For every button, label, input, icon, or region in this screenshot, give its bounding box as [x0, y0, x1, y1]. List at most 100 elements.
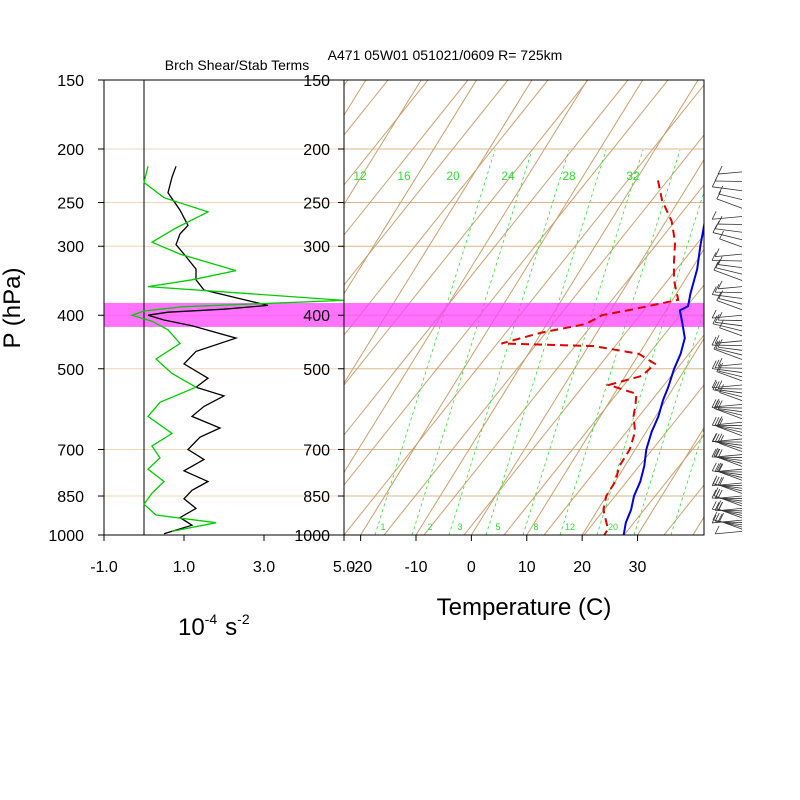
wind-barb-flag: [711, 501, 717, 510]
wind-barb: [712, 508, 743, 514]
wind-barb-flag: [715, 259, 721, 268]
left-y-tick-label: 300: [57, 239, 84, 256]
wind-barb-flag: [714, 314, 720, 323]
wind-barb-flag: [715, 488, 721, 498]
wind-barb-flag: [714, 381, 720, 390]
dry-adiabat-line: [744, 0, 800, 535]
wind-barb: [712, 440, 743, 449]
wind-barb-flag: [714, 448, 720, 458]
wind-barb-flag: [718, 362, 724, 372]
wind-barb-flag: [711, 211, 717, 220]
wind-barb-flag: [714, 335, 720, 344]
wind-barb: [718, 193, 743, 201]
wind-barb-flag: [713, 447, 719, 457]
wind-barb-flag: [717, 463, 723, 472]
mixing-ratio-line: [670, 427, 704, 535]
wind-barb: [716, 371, 743, 382]
wind-barb: [716, 426, 743, 437]
right-x-tick-label: 30: [629, 559, 647, 576]
wind-barb-flag: [716, 418, 722, 427]
wind-barb-flag: [714, 513, 720, 522]
wind-barb: [712, 438, 743, 443]
wind-barb: [718, 346, 743, 351]
mixing-ratio-label-bottom: 12: [565, 522, 575, 532]
dry-adiabat-line: [423, 184, 704, 535]
shear-term-line: [147, 166, 269, 535]
wind-barb: [718, 457, 743, 461]
wind-barb-flag: [718, 501, 724, 511]
wind-barb: [718, 264, 743, 269]
wind-barb: [715, 321, 743, 327]
isotherm-line: [581, 337, 704, 535]
wind-barb-flag: [711, 514, 717, 524]
mixing-ratio-label: 24: [501, 169, 515, 183]
wind-barb: [711, 260, 743, 262]
wind-barb-flag: [711, 379, 717, 388]
wind-barb-flag: [717, 489, 723, 499]
wind-barb: [718, 298, 743, 305]
wind-barb-flag: [719, 384, 724, 393]
mixing-ratio-line: [374, 149, 496, 535]
wind-barb-flag: [715, 340, 721, 349]
wind-barb-flag: [717, 400, 723, 409]
mixing-ratio-label-bottom: 8: [533, 522, 538, 532]
left-x-tick-label: 1.0: [173, 559, 195, 576]
right-y-tick-label: 400: [303, 308, 330, 325]
wind-barb-flag: [716, 292, 722, 301]
wind-barb-flag: [713, 340, 719, 350]
wind-barb-flag: [717, 165, 723, 175]
wind-barb: [712, 519, 743, 524]
right-y-tick-label: 150: [303, 73, 330, 90]
wind-barb: [716, 198, 743, 209]
wind-barb-flag: [711, 433, 717, 442]
dry-adiabat-line: [344, 80, 549, 336]
right-y-tick-label: 500: [303, 362, 330, 379]
left-y-tick-label: 500: [57, 362, 84, 379]
wind-barb-flag: [711, 286, 717, 295]
wind-barb: [713, 348, 743, 360]
wind-barb: [713, 495, 743, 507]
wind-barb-flag: [719, 230, 724, 240]
left-y-tick-label: 1000: [48, 528, 84, 545]
dry-adiabat-line: [703, 534, 704, 535]
right-y-tick-label: 250: [303, 196, 330, 213]
wind-barb-flag: [714, 502, 720, 511]
wind-barb: [713, 408, 743, 420]
mixing-ratio-label: 28: [562, 169, 576, 183]
wind-barb-flag: [713, 487, 719, 496]
wind-barb: [712, 323, 743, 332]
wind-barb: [716, 508, 743, 519]
isotherm-line: [692, 516, 704, 535]
dry-adiabat-line: [383, 134, 704, 535]
dry-adiabat-line: [784, 0, 800, 535]
right-y-tick-label: 1000: [294, 528, 330, 545]
wind-barb: [719, 392, 743, 401]
wind-barb: [715, 253, 743, 258]
right-x-tick-label: 10: [518, 559, 536, 576]
mixing-ratio-label-bottom: 3: [457, 522, 462, 532]
chart-title: A471 05W01 051021/0609 R= 725km: [328, 47, 563, 63]
dry-adiabat-line: [344, 80, 669, 486]
wind-barb: [711, 497, 743, 499]
wind-barb: [712, 314, 743, 319]
mixing-ratio-label: 12: [353, 169, 367, 183]
wind-barb-flag: [714, 463, 720, 472]
wind-barb-flag: [713, 261, 719, 271]
wind-barb-flag: [711, 309, 717, 319]
right-y-tick-label: 200: [303, 142, 330, 159]
wind-barb-flag: [718, 418, 724, 427]
wind-barb: [715, 228, 743, 233]
mixing-ratio-label-bottom: 20: [608, 522, 618, 532]
wind-barb-flag: [713, 400, 719, 409]
left-y-tick-label: 250: [57, 196, 84, 213]
wind-barb: [715, 267, 743, 275]
mixing-ratio-label: 20: [446, 169, 460, 183]
blue-profile-line: [622, 220, 704, 535]
wind-barb-flag: [715, 400, 721, 410]
wind-barb-flag: [712, 511, 718, 520]
wind-barb-flag: [717, 380, 723, 389]
mixing-ratio-label: 32: [626, 169, 640, 183]
dry-adiabat-line: [543, 334, 704, 535]
wind-barb-flag: [712, 433, 718, 442]
